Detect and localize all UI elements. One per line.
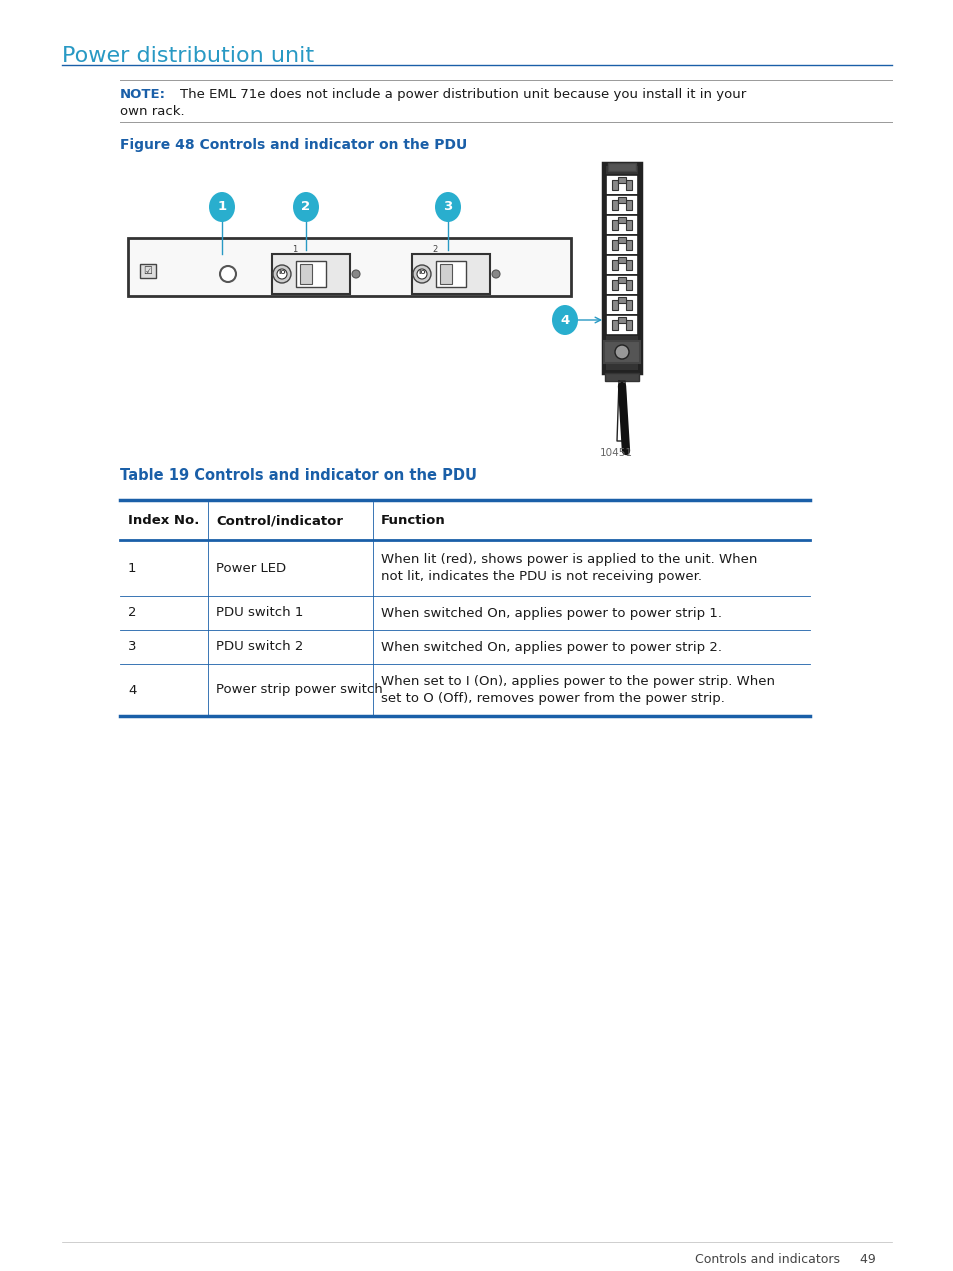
Text: 4: 4 bbox=[128, 684, 136, 697]
Bar bbox=[612, 280, 618, 290]
Bar bbox=[612, 220, 618, 230]
Bar bbox=[625, 220, 631, 230]
Bar bbox=[272, 254, 350, 294]
Bar bbox=[618, 177, 625, 183]
Ellipse shape bbox=[209, 192, 234, 222]
Circle shape bbox=[492, 269, 499, 278]
Text: 3: 3 bbox=[128, 641, 136, 653]
Ellipse shape bbox=[435, 192, 460, 222]
Bar bbox=[436, 261, 465, 287]
Bar bbox=[612, 300, 618, 310]
Bar bbox=[603, 341, 639, 364]
Text: Function: Function bbox=[380, 515, 445, 527]
Circle shape bbox=[416, 269, 427, 280]
Text: NOTE:: NOTE: bbox=[120, 88, 166, 100]
Bar bbox=[605, 175, 638, 194]
Text: own rack.: own rack. bbox=[120, 105, 185, 118]
Bar bbox=[605, 255, 638, 275]
Bar bbox=[604, 372, 639, 381]
Bar bbox=[412, 254, 490, 294]
Bar bbox=[605, 194, 638, 215]
Bar bbox=[602, 163, 640, 372]
Bar bbox=[605, 235, 638, 255]
Bar bbox=[299, 264, 312, 283]
Bar bbox=[607, 163, 636, 172]
Bar bbox=[618, 257, 625, 263]
Text: Table 19 Controls and indicator on the PDU: Table 19 Controls and indicator on the P… bbox=[120, 468, 476, 483]
Bar bbox=[618, 217, 625, 222]
Bar bbox=[618, 236, 625, 243]
Bar bbox=[625, 261, 631, 269]
Bar bbox=[140, 264, 156, 278]
Circle shape bbox=[413, 264, 431, 283]
Bar bbox=[120, 502, 809, 716]
Text: 4: 4 bbox=[559, 314, 569, 327]
Bar bbox=[618, 297, 625, 302]
Bar bbox=[605, 295, 638, 315]
Circle shape bbox=[352, 269, 359, 278]
Bar bbox=[612, 320, 618, 330]
Text: Controls and indicators     49: Controls and indicators 49 bbox=[695, 1253, 875, 1266]
Circle shape bbox=[273, 264, 291, 283]
Text: 2: 2 bbox=[128, 606, 136, 619]
Text: ☑: ☑ bbox=[144, 266, 152, 276]
Text: Figure 48 Controls and indicator on the PDU: Figure 48 Controls and indicator on the … bbox=[120, 139, 467, 153]
Text: 3: 3 bbox=[443, 201, 452, 214]
Bar bbox=[605, 275, 638, 295]
Bar bbox=[618, 197, 625, 203]
Bar bbox=[625, 300, 631, 310]
Text: PDU switch 2: PDU switch 2 bbox=[215, 641, 303, 653]
Text: When switched On, applies power to power strip 2.: When switched On, applies power to power… bbox=[380, 641, 721, 653]
Circle shape bbox=[220, 266, 235, 282]
Bar bbox=[605, 315, 638, 336]
Bar bbox=[625, 320, 631, 330]
Bar bbox=[612, 261, 618, 269]
Text: 2: 2 bbox=[432, 245, 437, 254]
Text: When lit (red), shows power is applied to the unit. When
not lit, indicates the : When lit (red), shows power is applied t… bbox=[380, 553, 757, 583]
Ellipse shape bbox=[293, 192, 318, 222]
Ellipse shape bbox=[552, 305, 578, 336]
Text: Index No.: Index No. bbox=[128, 515, 199, 527]
Text: Power strip power switch: Power strip power switch bbox=[215, 684, 382, 697]
Circle shape bbox=[615, 344, 628, 358]
Bar bbox=[625, 240, 631, 250]
Circle shape bbox=[276, 269, 287, 280]
Text: 1: 1 bbox=[292, 245, 297, 254]
Bar bbox=[625, 280, 631, 290]
Bar bbox=[618, 316, 625, 323]
Text: 2: 2 bbox=[301, 201, 311, 214]
Text: The EML 71e does not include a power distribution unit because you install it in: The EML 71e does not include a power dis… bbox=[180, 88, 745, 100]
Text: When switched On, applies power to power strip 1.: When switched On, applies power to power… bbox=[380, 606, 721, 619]
Text: IO: IO bbox=[278, 271, 286, 276]
Bar bbox=[612, 180, 618, 189]
Bar bbox=[605, 215, 638, 235]
Bar bbox=[625, 180, 631, 189]
Text: IO: IO bbox=[417, 271, 425, 276]
Text: 1: 1 bbox=[217, 201, 226, 214]
Text: Control/indicator: Control/indicator bbox=[215, 515, 343, 527]
Bar bbox=[605, 167, 638, 370]
Bar bbox=[612, 200, 618, 210]
Text: Power distribution unit: Power distribution unit bbox=[62, 46, 314, 66]
Text: 10451: 10451 bbox=[599, 447, 633, 458]
Bar bbox=[618, 277, 625, 283]
Bar bbox=[128, 238, 571, 296]
Bar bbox=[439, 264, 452, 283]
Text: 1: 1 bbox=[128, 562, 136, 574]
Bar bbox=[295, 261, 326, 287]
Text: When set to I (On), applies power to the power strip. When
set to O (Off), remov: When set to I (On), applies power to the… bbox=[380, 675, 774, 705]
Bar bbox=[625, 200, 631, 210]
Text: PDU switch 1: PDU switch 1 bbox=[215, 606, 303, 619]
Text: Power LED: Power LED bbox=[215, 562, 286, 574]
Bar bbox=[612, 240, 618, 250]
